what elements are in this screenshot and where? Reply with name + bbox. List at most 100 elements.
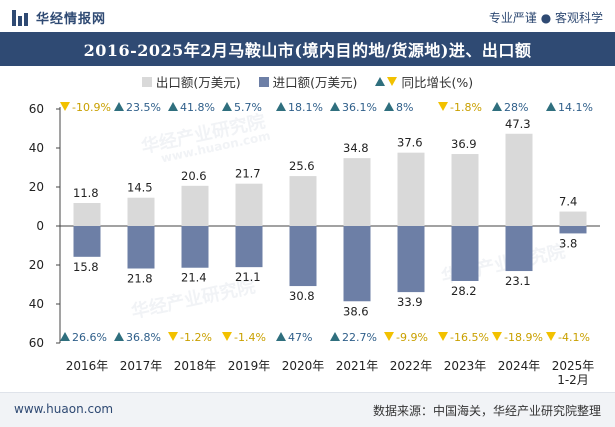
export-bar — [451, 154, 479, 226]
export-value-label: 21.7 — [235, 167, 261, 181]
export-growth-up-icon — [330, 102, 340, 111]
legend-growth: 同比增长(%) — [375, 72, 473, 91]
import-value-label: 33.9 — [397, 295, 423, 309]
import-growth-down-icon — [546, 332, 556, 341]
y-tick-label: 60 — [29, 336, 44, 350]
legend-export-swatch — [141, 76, 152, 87]
footer-url: www.huaon.com — [14, 402, 114, 416]
export-bar — [505, 133, 533, 226]
export-growth-label: 23.5% — [126, 101, 161, 114]
footer: www.huaon.com 数据来源：中国海关，华经产业研究院整理 — [0, 392, 615, 427]
import-bar — [181, 226, 209, 268]
import-growth-down-icon — [438, 332, 448, 341]
bar-chart: 60 40 20 0 20 40 60 11.8 15.8 -10.9% 26.6% 2016年 14.… — [29, 101, 600, 387]
import-growth-up-icon — [276, 332, 286, 341]
export-growth-label: 41.8% — [180, 101, 215, 114]
x-category-label: 1-2月 — [557, 373, 589, 387]
export-value-label: 20.6 — [181, 169, 207, 183]
import-bar — [559, 226, 587, 234]
import-bar — [235, 226, 263, 268]
export-growth-up-icon — [168, 102, 178, 111]
x-category-label: 2022年 — [390, 359, 433, 373]
y-tick-label: 40 — [29, 141, 44, 155]
y-tick-label: 0 — [36, 219, 44, 233]
export-bar — [289, 176, 317, 226]
import-value-label: 23.1 — [505, 274, 531, 288]
brand-logo-icon — [12, 9, 30, 26]
legend-export-label: 出口额(万美元) — [155, 75, 241, 90]
import-growth-label: -18.9% — [504, 331, 543, 344]
import-growth-label: -1.2% — [180, 331, 212, 344]
import-value-label: 21.1 — [235, 270, 261, 284]
export-growth-down-icon — [438, 102, 448, 111]
export-growth-label: 5.7% — [234, 101, 262, 114]
footer-source: 数据来源：中国海关，华经产业研究院整理 — [372, 404, 601, 418]
export-growth-up-icon — [114, 102, 124, 111]
export-value-label: 34.8 — [343, 141, 369, 155]
import-value-label: 15.8 — [73, 260, 99, 274]
export-growth-up-icon — [492, 102, 502, 111]
import-growth-label: 22.7% — [342, 331, 377, 344]
legend-import-swatch — [258, 76, 269, 87]
export-value-label: 47.3 — [505, 117, 531, 131]
y-tick-label: 20 — [29, 180, 44, 194]
export-growth-label: 28% — [504, 101, 528, 114]
export-bar — [235, 183, 263, 226]
export-value-label: 7.4 — [559, 195, 577, 209]
import-value-label: 21.4 — [181, 271, 207, 285]
export-growth-up-icon — [222, 102, 232, 111]
export-growth-label: -1.8% — [450, 101, 482, 114]
import-bar — [343, 226, 371, 302]
import-bar — [397, 226, 425, 293]
export-bar — [397, 152, 425, 226]
export-growth-label: -10.9% — [72, 101, 111, 114]
import-growth-up-icon — [114, 332, 124, 341]
import-growth-label: -9.9% — [396, 331, 428, 344]
import-value-label: 3.8 — [559, 236, 577, 250]
x-category-label: 2024年 — [498, 359, 541, 373]
export-growth-label: 14.1% — [558, 101, 593, 114]
import-growth-down-icon — [384, 332, 394, 341]
brand: 华经情报网 — [12, 8, 106, 27]
x-category-label: 2018年 — [174, 359, 217, 373]
export-value-label: 36.9 — [451, 137, 477, 151]
x-category-label: 2019年 — [228, 359, 271, 373]
export-bar — [127, 197, 155, 226]
export-bar — [559, 211, 587, 226]
x-category-label: 2017年 — [120, 359, 163, 373]
legend-export: 出口额(万美元) — [141, 72, 241, 91]
export-growth-up-icon — [276, 102, 286, 111]
import-growth-up-icon — [330, 332, 340, 341]
import-bar — [73, 226, 101, 257]
export-bar — [181, 185, 209, 226]
y-tick-label: 40 — [29, 297, 44, 311]
export-value-label: 37.6 — [397, 136, 423, 150]
legend-growth-label: 同比增长(%) — [401, 75, 474, 90]
brand-name: 华经情报网 — [36, 12, 107, 27]
export-growth-label: 36.1% — [342, 101, 377, 114]
y-tick-label: 20 — [29, 258, 44, 272]
import-growth-label: -1.4% — [234, 331, 266, 344]
tagline: 专业严谨 ● 客观科学 — [488, 11, 603, 25]
x-category-label: 2020年 — [282, 359, 325, 373]
legend-import: 进口额(万美元) — [258, 72, 357, 91]
import-bar — [505, 226, 533, 272]
import-value-label: 28.2 — [451, 284, 477, 298]
x-category-label: 2025年 — [552, 359, 595, 373]
import-growth-up-icon — [60, 332, 70, 341]
export-growth-label: 8% — [396, 101, 413, 114]
export-bar — [343, 158, 371, 226]
export-growth-up-icon — [546, 102, 556, 111]
import-growth-down-icon — [222, 332, 232, 341]
legend-growth-icon — [375, 77, 398, 86]
import-growth-label: -16.5% — [450, 331, 489, 344]
import-bar — [127, 226, 155, 269]
chart-legend: 出口额(万美元) 进口额(万美元) 同比增长(%) — [0, 72, 615, 91]
import-growth-label: -4.1% — [558, 331, 590, 344]
import-value-label: 21.8 — [127, 272, 153, 286]
export-value-label: 25.6 — [289, 159, 315, 173]
export-growth-label: 18.1% — [288, 101, 323, 114]
import-bar — [289, 226, 317, 287]
import-growth-label: 36.8% — [126, 331, 161, 344]
export-value-label: 11.8 — [73, 186, 99, 200]
